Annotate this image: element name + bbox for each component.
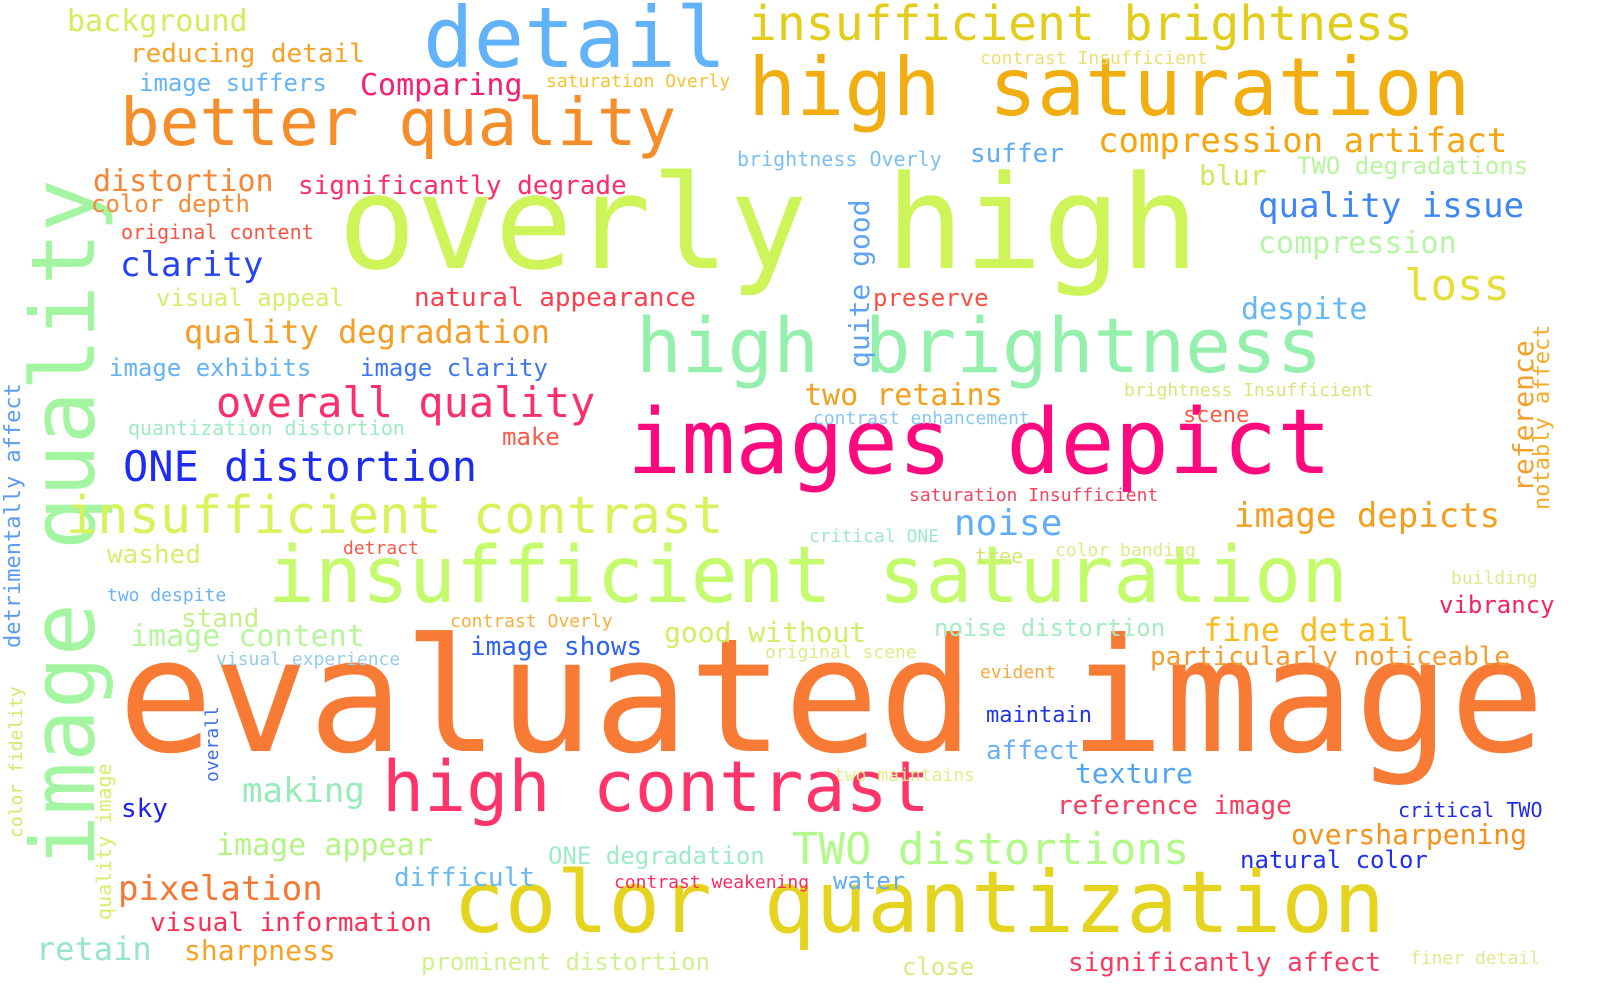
word-noise: noise [954,503,1063,544]
word-background: background [67,4,248,39]
word-compression: compression [1258,226,1457,261]
word-image-exhibits: image exhibits [109,354,312,382]
word-notably-affect: notably affect [1530,324,1555,510]
word-oversharpening: oversharpening [1291,818,1528,851]
word-tree: tree [975,544,1024,568]
word-contrast-enhancement: contrast enhancement [813,408,1030,429]
word-clarity: clarity [120,245,264,285]
word-image-appear: image appear [216,828,433,863]
word-stand: stand [181,604,260,634]
word-color-quantization: color quantization [453,853,1385,953]
word-good-without: good without [664,616,867,649]
word-despite: despite [1241,292,1368,327]
word-visual-information: visual information [150,908,432,938]
word-sky: sky [121,794,168,824]
word-insufficient-contrast: insufficient contrast [66,486,724,546]
word-two-distortions: TWO distortions [792,824,1190,875]
word-quality-degradation: quality degradation [184,313,551,351]
word-difficult: difficult [394,863,535,893]
word-image-shows: image shows [470,632,643,662]
word-critical-two: critical TWO [1398,798,1543,822]
word-original-scene: original scene [765,642,917,663]
word-brightness-insufficient: brightness Insufficient [1124,380,1374,401]
word-image-depicts: image depicts [1234,496,1501,536]
word-quality-issue: quality issue [1258,186,1525,226]
word-image-clarity: image clarity [360,354,548,382]
word-distortion: distortion [93,164,274,199]
word-quantization-distortion: quantization distortion [128,416,405,440]
word-loss: loss [1404,260,1510,311]
word-high-contrast: high contrast [382,746,930,828]
word-compression-artifact: compression artifact [1098,121,1508,161]
word-finer-detail: finer detail [1410,948,1541,969]
word-pixelation: pixelation [118,869,323,909]
word-close: close [902,953,975,981]
word-high-brightness: high brightness [636,301,1323,390]
word-building: building [1451,568,1538,589]
word-sharpness: sharpness [184,934,336,967]
word-contrast-weakening: contrast weakening [614,872,810,893]
word-two-despite: two despite [107,585,227,606]
word-washed: washed [107,540,201,570]
word-affect: affect [986,736,1080,766]
word-significantly-affect: significantly affect [1068,948,1382,978]
word-reference-image: reference image [1057,791,1292,821]
word-retain: retain [36,930,152,968]
word-contrast-insufficient: contrast Insufficient [980,48,1208,69]
word-noise-distortion: noise distortion [934,614,1166,642]
word-two-retains: two retains [804,378,1003,413]
word-one-distortion: ONE distortion [123,442,478,491]
word-evident: evident [980,662,1056,683]
word-high-saturation: high saturation [748,41,1471,134]
word-images-depict: images depict [627,390,1332,495]
word-evaluated-image: evaluated image [118,605,1545,789]
word-suffer: suffer [970,139,1064,169]
word-two-maintains: two maintains [834,765,975,786]
word-one-degradation: ONE degradation [548,842,765,870]
word-natural-color: natural color [1240,846,1428,874]
word-saturation-overly: saturation Overly [546,71,731,92]
word-reducing-detail: reducing detail [130,39,365,69]
word-two-degradations: TWO degradations [1297,152,1529,180]
word-insufficient-saturation: insufficient saturation [268,531,1349,621]
word-vibrancy: vibrancy [1439,591,1555,619]
word-visual-appeal: visual appeal [156,284,344,312]
word-prominent-distortion: prominent distortion [421,948,710,976]
word-make: make [502,423,560,451]
word-image-suffers: image suffers [139,69,327,97]
word-significantly-degrade: significantly degrade [298,171,627,201]
word-insufficient-brightness: insufficient brightness [748,0,1413,52]
word-comparing: Comparing [360,68,523,103]
word-image-content: image content [130,619,365,654]
word-critical-one: critical ONE [809,526,940,547]
word-preserve: preserve [873,284,989,312]
word-color-fidelity: color fidelity [6,686,27,838]
word-blur: blur [1199,159,1267,192]
word-natural-appearance: natural appearance [414,283,696,313]
word-brightness-overly: brightness Overly [737,147,942,171]
word-water: water [833,867,906,895]
word-overall-quality: overall quality [216,378,596,427]
word-overall: overall [202,706,223,782]
word-detail: detail [423,0,727,87]
word-texture: texture [1075,757,1194,790]
word-overly-high: overly high [338,147,1199,299]
word-fine-detail: fine detail [1203,611,1415,649]
word-visual-experience: visual experience [216,649,401,670]
word-saturation-insufficient: saturation Insufficient [909,485,1159,506]
word-quality-image: quality image [92,763,116,920]
word-contrast-overly: contrast Overly [450,611,613,632]
word-original-content: original content [121,220,314,244]
word-making: making [242,771,365,811]
word-detract: detract [343,538,419,559]
word-particularly-noticeable: particularly noticeable [1150,642,1511,672]
word-scene: scene [1183,403,1250,428]
word-color-banding: color banding [1055,540,1196,561]
word-maintain: maintain [986,703,1092,728]
word-detrimentally-affect: detrimentally affect [1,383,26,648]
word-color-depth: color depth [91,190,250,218]
word-quite-good: quite good [843,199,876,368]
word-better-quality: better quality [120,84,677,161]
